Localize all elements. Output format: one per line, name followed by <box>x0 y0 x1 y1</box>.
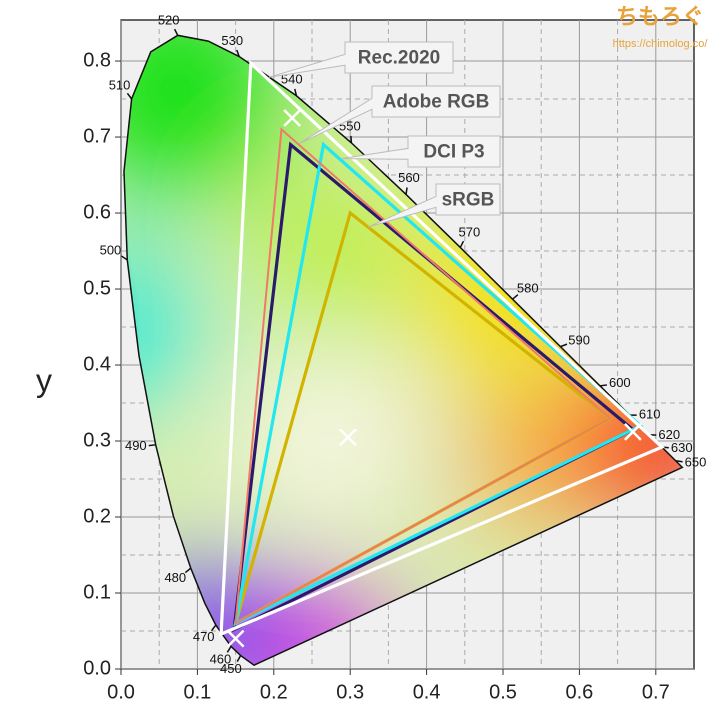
callout-box <box>341 135 501 168</box>
wavelength-tick <box>148 444 156 447</box>
x-tick-label: 0.1 <box>183 681 211 703</box>
wavelength-label: 610 <box>639 406 661 421</box>
x-tick-label: 0.3 <box>336 681 364 703</box>
wavelength-tick <box>350 135 353 143</box>
wavelength-label: 600 <box>609 375 631 390</box>
wavelength-label: 490 <box>125 438 147 453</box>
callout-label: Rec.2020 <box>358 48 440 69</box>
wavelength-label: 620 <box>658 427 680 442</box>
wavelength-label: 570 <box>459 225 481 240</box>
wavelength-tick <box>210 624 217 632</box>
watermark-title: ちもろぐ <box>616 4 704 29</box>
wavelength-tick <box>599 384 608 387</box>
y-tick-label: 0.6 <box>83 201 111 223</box>
marker <box>339 428 357 447</box>
wavelength-label: 530 <box>221 33 243 48</box>
marker-cross <box>623 423 642 441</box>
y-tick-label: 0.7 <box>83 125 111 147</box>
marker <box>283 109 302 127</box>
gamut-triangle <box>233 141 644 627</box>
x-tick-label: 0.0 <box>107 681 135 703</box>
wavelength-tick <box>126 92 133 100</box>
callout-label: DCI P3 <box>423 142 484 163</box>
wavelength-label: 520 <box>158 13 180 28</box>
callout-label: Adobe RGB <box>383 92 490 113</box>
watermark-url: https://chimolog.co/ <box>613 38 709 50</box>
y-tick-label: 0.2 <box>83 505 111 527</box>
callout-box <box>367 183 501 228</box>
wavelength-tick <box>236 49 240 57</box>
wavelength-label: 510 <box>109 78 131 93</box>
wavelength-tick <box>226 646 232 653</box>
wavelength-tick <box>560 343 568 348</box>
wavelength-tick <box>675 460 683 463</box>
marker-cross <box>339 428 357 447</box>
wavelength-label: 650 <box>685 454 707 469</box>
wavelength-tick <box>184 567 192 574</box>
wavelength-tick <box>405 187 408 195</box>
y-tick-label: 0.4 <box>83 353 111 375</box>
callout-label: sRGB <box>442 190 495 211</box>
y-tick-label: 0.0 <box>83 657 111 679</box>
wavelength-tick <box>459 240 465 248</box>
wavelength-label: 630 <box>671 440 693 455</box>
y-tick-label: 0.3 <box>83 429 111 451</box>
wavelength-label: 480 <box>164 570 186 585</box>
x-tick-label: 0.5 <box>489 681 517 703</box>
wavelength-label: 470 <box>193 629 215 644</box>
wavelength-tick <box>173 28 179 36</box>
marker-cross <box>226 629 245 648</box>
callout-box <box>299 85 501 144</box>
marker-cross <box>283 109 302 127</box>
callout-box <box>268 41 454 78</box>
y-tick-label: 0.5 <box>83 277 111 299</box>
x-tick-label: 0.7 <box>642 681 670 703</box>
wavelength-label: 590 <box>568 332 590 347</box>
wavelength-label: 560 <box>398 170 420 185</box>
x-tick-label: 0.4 <box>413 681 441 703</box>
x-tick-label: 0.6 <box>565 681 593 703</box>
y-axis-label: y <box>36 362 52 398</box>
wavelength-label: 540 <box>281 72 303 87</box>
wavelength-label: 500 <box>100 243 122 258</box>
marker <box>623 423 642 441</box>
wavelength-label: 460 <box>210 651 232 666</box>
wavelength-tick <box>512 294 519 300</box>
gamut-triangle <box>219 59 665 637</box>
y-tick-label: 0.8 <box>83 49 111 71</box>
x-tick-label: 0.2 <box>260 681 288 703</box>
wavelength-tick <box>294 88 298 96</box>
wavelength-label: 450 <box>220 661 242 676</box>
wavelength-label: 580 <box>517 280 539 295</box>
wavelength-tick <box>236 655 242 663</box>
y-tick-label: 0.1 <box>83 581 111 603</box>
marker <box>226 629 245 648</box>
wavelength-tick <box>120 255 128 261</box>
gamut-triangle <box>234 127 612 626</box>
